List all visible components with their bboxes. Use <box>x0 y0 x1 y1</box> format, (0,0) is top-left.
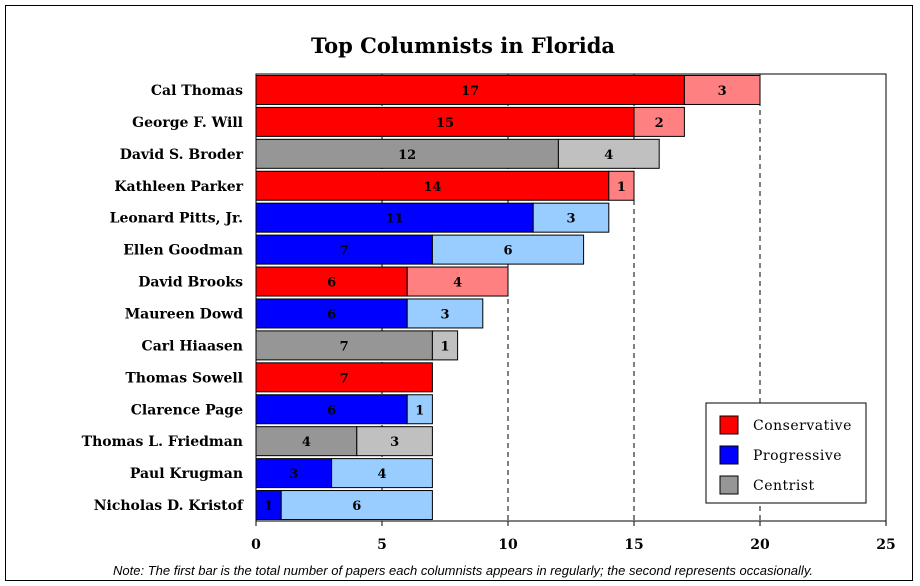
data-label-occasionally: 2 <box>655 116 664 131</box>
chart-note: Note: The first bar is the total number … <box>113 563 813 578</box>
bar-occasionally <box>356 426 433 457</box>
bar-occasionally <box>431 330 459 361</box>
bar-regularly <box>255 362 433 393</box>
data-label-regularly: 15 <box>436 116 454 131</box>
plot-area <box>255 73 887 522</box>
data-label-regularly: 14 <box>423 180 441 195</box>
data-label-regularly: 6 <box>327 307 336 322</box>
category-labels: Cal Thomas George F. Will David S. Broder K… <box>82 83 244 514</box>
data-label-occasionally: 4 <box>604 148 613 163</box>
chart-title: Top Columnists in Florida <box>311 33 615 58</box>
category-label: George F. Will <box>132 115 243 131</box>
data-label-occasionally: 1 <box>617 180 626 195</box>
bar-occasionally <box>532 202 610 233</box>
data-label-regularly: 11 <box>386 212 404 227</box>
bar-occasionally <box>331 458 433 489</box>
data-label-regularly: 7 <box>340 244 349 259</box>
legend-label: Conservative <box>753 418 852 434</box>
x-tick-label: 5 <box>377 537 387 553</box>
category-label: Paul Krugman <box>130 466 243 482</box>
legend: Conservative Progressive Centrist <box>705 402 867 504</box>
category-label: Clarence Page <box>131 402 243 418</box>
bar-regularly <box>255 330 433 361</box>
bar-regularly <box>255 458 333 489</box>
bar-regularly <box>255 234 433 265</box>
data-label-regularly: 4 <box>302 435 311 450</box>
legend-swatch <box>719 415 739 435</box>
legend-label: Centrist <box>753 478 815 494</box>
category-label: Thomas Sowell <box>125 370 243 386</box>
data-label-regularly: 3 <box>289 467 298 482</box>
x-tick-label: 20 <box>750 537 770 553</box>
x-axis: 0 5 10 15 20 25 <box>251 521 896 553</box>
bar-occasionally <box>406 394 433 425</box>
bar-regularly <box>255 394 408 425</box>
bar-regularly <box>255 106 635 137</box>
bar-regularly <box>255 202 534 233</box>
data-label-occasionally: 6 <box>503 244 512 259</box>
bar-occasionally <box>406 298 484 329</box>
data-label-occasionally: 4 <box>453 276 462 291</box>
bars: 17 315 212 414 111 37 66 46 37 176 14 33 41 6 <box>255 74 761 521</box>
category-label: Cal Thomas <box>151 83 243 99</box>
legend-label: Progressive <box>753 448 842 464</box>
bar-regularly <box>255 74 685 105</box>
data-label-occasionally: 6 <box>352 499 361 514</box>
x-tick-label: 15 <box>624 537 643 553</box>
data-label-occasionally: 3 <box>718 84 727 99</box>
data-label-occasionally: 1 <box>415 403 424 418</box>
bar-regularly <box>255 426 358 457</box>
data-label-regularly: 17 <box>461 84 479 99</box>
x-tick-label: 25 <box>876 537 895 553</box>
data-label-regularly: 12 <box>398 148 416 163</box>
x-tick-label: 0 <box>251 537 261 553</box>
bar-regularly <box>255 170 610 201</box>
category-label: Kathleen Parker <box>114 179 243 195</box>
bar-occasionally <box>431 234 585 265</box>
bar-occasionally <box>557 138 660 169</box>
data-label-occasionally: 3 <box>566 212 575 227</box>
bar-occasionally <box>608 170 635 201</box>
category-label: Maureen Dowd <box>125 306 244 322</box>
x-tick-label: 10 <box>498 537 518 553</box>
bar-regularly <box>255 490 282 521</box>
data-label-regularly: 1 <box>264 499 273 514</box>
data-label-occasionally: 1 <box>440 339 449 354</box>
bar-occasionally <box>280 490 433 521</box>
data-label-occasionally: 3 <box>390 435 399 450</box>
category-label: David S. Broder <box>120 147 244 163</box>
category-label: Thomas L. Friedman <box>82 434 243 450</box>
legend-swatch <box>719 475 739 495</box>
category-label: Leonard Pitts, Jr. <box>110 211 243 227</box>
legend-swatch <box>719 445 739 465</box>
bar-occasionally <box>406 266 509 297</box>
category-label: Nicholas D. Kristof <box>94 498 244 514</box>
category-label: Carl Hiaasen <box>142 338 243 354</box>
bar-regularly <box>255 138 559 169</box>
data-label-regularly: 6 <box>327 403 336 418</box>
bar-occasionally <box>683 74 761 105</box>
bar-occasionally <box>633 106 685 137</box>
data-label-regularly: 6 <box>327 276 336 291</box>
bar-regularly <box>255 298 408 329</box>
data-label-occasionally: 3 <box>440 307 449 322</box>
data-label-regularly: 7 <box>340 339 349 354</box>
category-label: David Brooks <box>138 275 243 291</box>
data-label-regularly: 7 <box>340 371 349 386</box>
category-label: Ellen Goodman <box>123 243 243 259</box>
data-label-occasionally: 4 <box>377 467 386 482</box>
